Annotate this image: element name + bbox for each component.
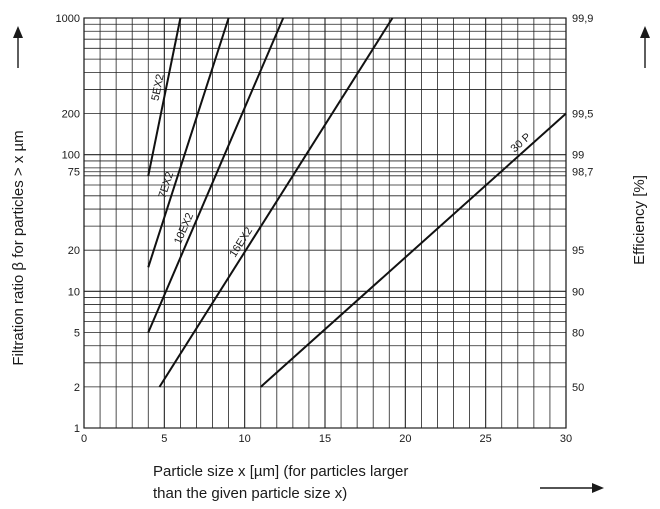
y2-tick-label: 95 bbox=[572, 245, 584, 257]
series-line bbox=[158, 17, 394, 388]
series-line bbox=[147, 17, 230, 268]
y-tick-label: 75 bbox=[68, 167, 80, 179]
y-arrow-icon bbox=[13, 26, 23, 68]
x-tick-label: 15 bbox=[319, 433, 331, 445]
y2-tick-label: 99,5 bbox=[572, 109, 593, 121]
y2-tick-label: 98,7 bbox=[572, 167, 593, 179]
y2-tick-label: 90 bbox=[572, 286, 584, 298]
x-tick-label: 30 bbox=[560, 433, 572, 445]
x-tick-label: 5 bbox=[161, 433, 167, 445]
x-tick-label: 20 bbox=[399, 433, 411, 445]
series-line bbox=[260, 112, 567, 388]
x-axis-title-line2: than the given particle size x) bbox=[153, 485, 347, 502]
y2-tick-label: 50 bbox=[572, 382, 584, 394]
y-tick-label: 10 bbox=[68, 286, 80, 298]
y-tick-label: 100 bbox=[62, 150, 80, 162]
x-tick-label: 25 bbox=[480, 433, 492, 445]
y-tick-label: 5 bbox=[74, 327, 80, 339]
y2-tick-label: 99,9 bbox=[572, 13, 593, 25]
x-tick-label: 10 bbox=[239, 433, 251, 445]
y2-arrow-icon bbox=[640, 26, 650, 68]
y-tick-label: 20 bbox=[68, 245, 80, 257]
series-label: 30 P bbox=[509, 131, 534, 155]
y-axis-title: Filtration ratio β for particles > x µm bbox=[10, 130, 27, 365]
tick-labels: 0 5 10 15 20 25 301251020751002001000508090959… bbox=[56, 13, 594, 445]
plot-frame bbox=[83, 17, 567, 429]
grid bbox=[83, 17, 567, 429]
y-tick-label: 1000 bbox=[56, 13, 80, 25]
series-label: 5EX2 bbox=[150, 73, 167, 102]
y-tick-label: 2 bbox=[74, 382, 80, 394]
series-line bbox=[147, 17, 182, 177]
y2-axis-title: Efficiency [%] bbox=[631, 175, 648, 265]
y-tick-label: 200 bbox=[62, 109, 80, 121]
x-arrow-icon bbox=[540, 483, 604, 493]
y2-tick-label: 80 bbox=[572, 327, 584, 339]
y2-tick-label: 99 bbox=[572, 150, 584, 162]
x-tick-label: 0 bbox=[81, 433, 87, 445]
series-line bbox=[147, 17, 285, 333]
x-axis-title-line1: Particle size x [µm] (for particles larg… bbox=[153, 463, 408, 480]
y-tick-label: 1 bbox=[74, 423, 80, 435]
